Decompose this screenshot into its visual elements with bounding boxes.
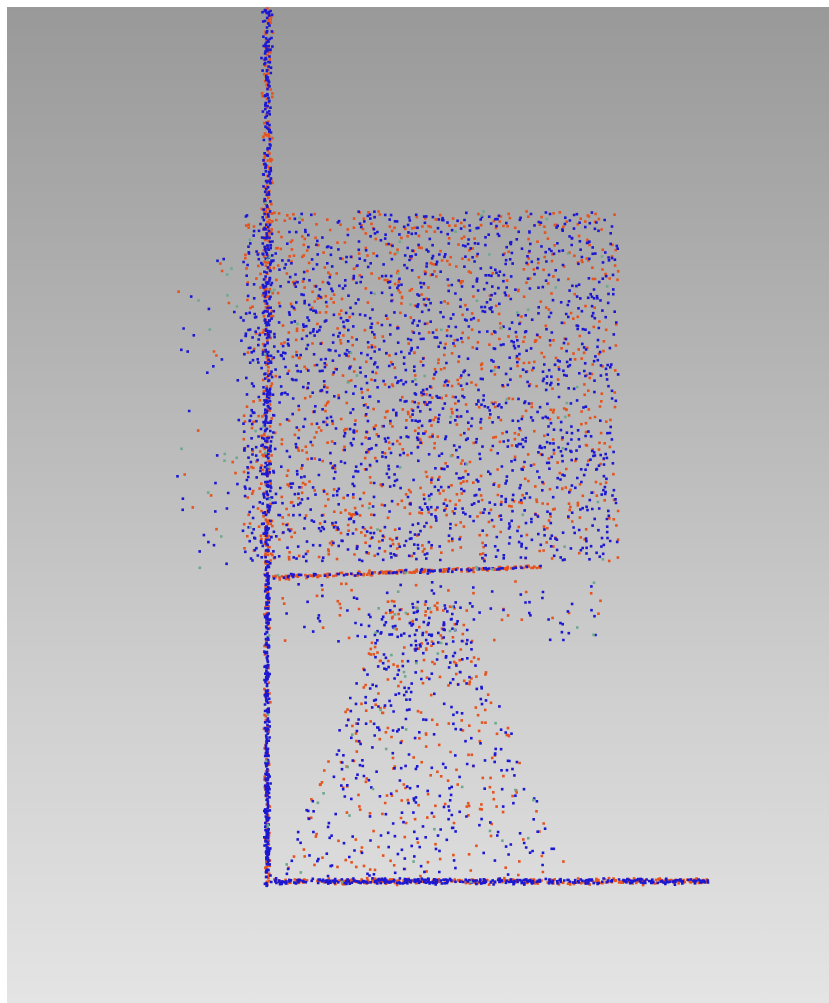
page: (() => { JSON.parse(document.getElementB… <box>0 0 829 1003</box>
points-green <box>180 202 608 884</box>
point-cloud <box>0 0 829 1003</box>
points-blue <box>176 9 709 887</box>
